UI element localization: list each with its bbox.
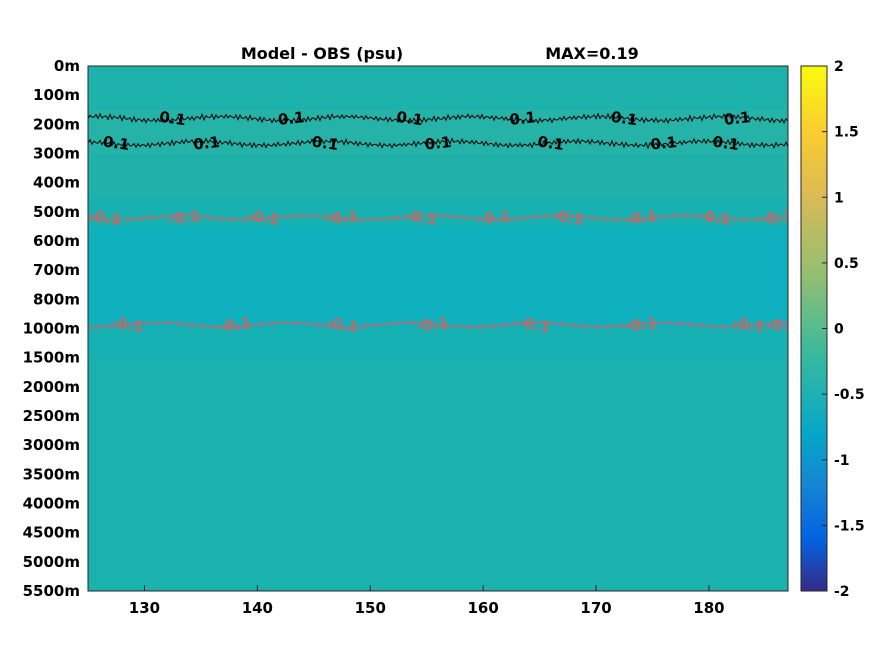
y-tick-label: 5000m bbox=[23, 553, 80, 571]
contour-line-negative bbox=[88, 211, 788, 224]
y-tick-label: 4000m bbox=[23, 495, 80, 513]
chart-title: Model - OBS (psu) bbox=[241, 44, 403, 63]
colorbar-tick-label: 1.5 bbox=[834, 125, 859, 141]
contour-line-negative bbox=[88, 319, 788, 331]
contour-label: 0.1 bbox=[424, 133, 452, 154]
y-tick-label: 3500m bbox=[23, 465, 80, 483]
x-tick-label: 140 bbox=[242, 599, 273, 617]
contour-label: 0.1 bbox=[610, 108, 639, 130]
contour-label: -0.1 bbox=[325, 207, 360, 228]
contour-label: 0.1 bbox=[509, 108, 537, 129]
contour-line-positive bbox=[88, 137, 788, 150]
y-tick-label: 5500m bbox=[23, 582, 80, 600]
x-tick-label: 130 bbox=[129, 599, 160, 617]
contour-label: -0.1 bbox=[87, 206, 122, 228]
field-band bbox=[88, 226, 788, 329]
field-band bbox=[88, 328, 788, 359]
contour-label: 0.1 bbox=[536, 133, 565, 155]
y-tick-label: 3000m bbox=[23, 436, 80, 454]
contour-line-positive bbox=[88, 112, 788, 125]
contour-label: 0.1 bbox=[192, 133, 220, 154]
y-tick-label: 2000m bbox=[23, 378, 80, 396]
contour-label: 0.1 bbox=[395, 108, 424, 130]
contour-label: -0.1 bbox=[325, 314, 360, 336]
contour-label: 0.1 bbox=[723, 108, 751, 129]
contour-label: -0.1 bbox=[624, 314, 659, 335]
contour-label: -0.1 bbox=[415, 314, 450, 335]
contour-label: 0.1 bbox=[711, 133, 740, 155]
y-tick-label: 100m bbox=[33, 86, 80, 104]
field-band bbox=[88, 153, 788, 198]
colorbar-tick-label: -2 bbox=[834, 584, 850, 600]
contour-label: -0.1 bbox=[477, 207, 512, 228]
contour-label: -0.1 bbox=[731, 314, 766, 336]
contour-label: -0.1 bbox=[404, 206, 439, 228]
contour-label: -0.1 bbox=[759, 207, 794, 228]
colorbar-tick-label: 1 bbox=[834, 190, 844, 206]
contour-label: 0.1 bbox=[158, 108, 187, 130]
y-tick-label: 400m bbox=[33, 174, 80, 192]
colorbar-tick-label: 0.5 bbox=[834, 256, 859, 272]
x-tick-label: 170 bbox=[580, 599, 611, 617]
y-tick-label: 600m bbox=[33, 232, 80, 250]
contour-label: -0.1 bbox=[246, 206, 281, 228]
y-tick-label: 2500m bbox=[23, 407, 80, 425]
contour-label: 0.1 bbox=[311, 133, 340, 155]
x-tick-label: 180 bbox=[693, 599, 724, 617]
y-tick-label: 4500m bbox=[23, 524, 80, 542]
y-tick-label: 500m bbox=[33, 203, 80, 221]
colorbar-tick-label: 0 bbox=[834, 322, 844, 338]
x-axis-ticks: 130 140 150 160 170 180 bbox=[129, 585, 725, 617]
contour-label: -0.1 bbox=[218, 314, 253, 335]
contour-label: -0.1 bbox=[765, 314, 800, 335]
colorbar-tick-label: -1.5 bbox=[834, 518, 865, 534]
contour-layer: 0.1 0.1 0.1 0.1 0.1 0.10.1 0.1 0.1 0.1 0.1 0.1 0.1-… bbox=[87, 108, 800, 336]
field-band bbox=[88, 66, 788, 111]
contour-label: -0.1 bbox=[697, 206, 732, 228]
y-tick-label: 1000m bbox=[23, 320, 80, 338]
contour-label: -0.1 bbox=[624, 207, 659, 228]
y-axis-ticks: 0m 100m 200m 300m 400m 500m 600m 700m 800m 1000m 1… bbox=[23, 57, 80, 600]
x-tick-label: 160 bbox=[468, 599, 499, 617]
y-tick-label: 1500m bbox=[23, 349, 80, 367]
y-tick-label: 800m bbox=[33, 290, 80, 308]
field-layer bbox=[88, 66, 788, 591]
contour-label: -0.1 bbox=[516, 314, 551, 336]
contour-label: 0.1 bbox=[650, 133, 678, 154]
y-tick-label: 200m bbox=[33, 115, 80, 133]
contour-label: -0.1 bbox=[110, 314, 145, 336]
contour-label: -0.1 bbox=[167, 207, 202, 228]
y-tick-label: 700m bbox=[33, 261, 80, 279]
field-band bbox=[88, 197, 788, 227]
x-tick-label: 150 bbox=[355, 599, 386, 617]
field-band bbox=[88, 357, 788, 591]
y-tick-label: 300m bbox=[33, 145, 80, 163]
contour-label: -0.1 bbox=[550, 206, 585, 228]
plot-frame bbox=[87, 65, 789, 592]
colorbar-ticks: 2 1.5 1 0.5 0 -0.5 -1 -1.5 -2 bbox=[822, 59, 865, 600]
colorbar-tick-label: -1 bbox=[834, 453, 850, 469]
plot-area: 0.1 0.1 0.1 0.1 0.1 0.10.1 0.1 0.1 0.1 0.1 0.1 0.1-… bbox=[87, 66, 800, 591]
colorbar-tick-label: -0.5 bbox=[834, 387, 865, 403]
y-tick-label: 0m bbox=[54, 57, 80, 75]
contour-label: 0.1 bbox=[102, 133, 131, 155]
contour-label: 0.1 bbox=[277, 108, 305, 129]
colorbar-tick-label: 2 bbox=[834, 59, 844, 75]
max-annotation: MAX=0.19 bbox=[545, 44, 639, 63]
